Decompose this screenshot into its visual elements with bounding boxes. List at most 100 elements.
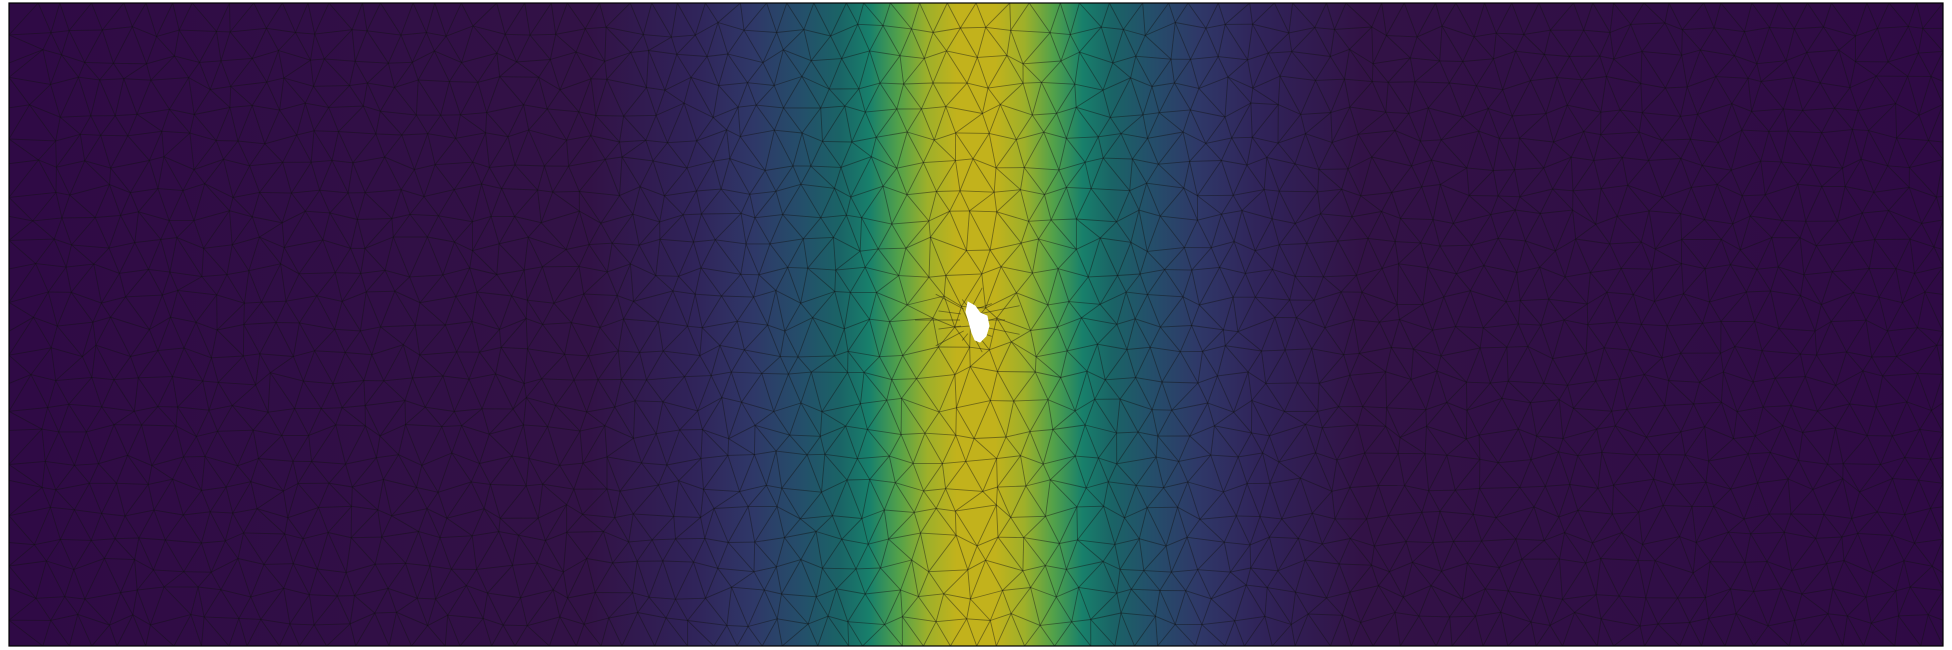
mesh-edge <box>1778 328 1801 355</box>
mesh-edge <box>1006 55 1024 84</box>
mesh-edge <box>1261 349 1286 352</box>
mesh-edge <box>1489 347 1508 384</box>
mesh-edge <box>313 130 333 161</box>
mesh-edge <box>1178 435 1191 462</box>
mesh-edge <box>1391 165 1412 193</box>
mesh-edge <box>1780 131 1789 162</box>
mesh-edge <box>676 54 692 78</box>
mesh-edge <box>418 531 431 567</box>
mesh-edge <box>857 458 871 480</box>
mesh-edge <box>1186 537 1199 570</box>
mesh-edge <box>996 292 1017 319</box>
mesh-edge <box>434 35 447 52</box>
mesh-edge <box>1668 380 1700 383</box>
mesh-edge <box>1587 321 1617 326</box>
mesh-edge <box>1189 161 1198 196</box>
mesh-edge <box>1661 139 1682 159</box>
mesh-edge <box>131 26 147 64</box>
mesh-edge <box>1680 116 1691 140</box>
mesh-edge <box>183 571 212 573</box>
mesh-edge <box>1197 351 1203 384</box>
mesh-edge <box>1010 29 1051 34</box>
mesh-edge <box>328 482 352 507</box>
mesh-edge <box>8 138 39 161</box>
mesh-edge <box>349 85 364 107</box>
mesh-edge <box>1025 479 1051 487</box>
mesh-edge <box>1241 189 1265 211</box>
mesh-edge <box>1052 410 1076 430</box>
mesh-edge <box>74 463 99 466</box>
mesh-edge <box>1466 167 1494 171</box>
mesh-edge <box>906 304 934 319</box>
mesh-edge <box>726 106 739 131</box>
mesh-edge <box>896 162 924 169</box>
mesh-edge <box>1060 370 1088 378</box>
mesh-edge <box>1202 329 1224 352</box>
mesh-edge <box>1785 52 1808 62</box>
mesh-edge <box>229 105 253 108</box>
mesh-edge <box>976 545 986 561</box>
mesh-edge <box>260 263 282 303</box>
mesh-edge <box>267 372 271 413</box>
mesh-edge <box>614 513 634 519</box>
mesh-edge <box>1076 237 1101 250</box>
mesh-edge <box>905 247 930 278</box>
mesh-edge <box>606 437 634 458</box>
mesh-edge <box>1408 81 1416 114</box>
mesh-edge <box>1174 59 1191 84</box>
mesh-edge <box>753 296 769 326</box>
mesh-edge <box>899 55 905 85</box>
mesh-edge <box>1060 350 1068 378</box>
mesh-edge <box>1606 292 1618 323</box>
mesh-edge <box>1385 111 1396 131</box>
mesh-edge <box>471 321 500 330</box>
mesh-edge <box>1681 55 1688 87</box>
mesh-edge <box>303 380 322 409</box>
mesh-edge <box>788 371 812 375</box>
mesh-edge <box>1076 218 1117 223</box>
mesh-edge <box>741 373 763 403</box>
mesh-edge <box>1321 518 1336 545</box>
mesh-edge <box>189 132 217 141</box>
mesh-edge <box>726 129 731 159</box>
mesh-edge <box>902 355 917 379</box>
mesh-edge <box>471 535 478 570</box>
mesh-edge <box>1116 221 1132 243</box>
mesh-edge <box>50 2 61 33</box>
mesh-edge <box>1362 371 1387 407</box>
mesh-edge <box>229 2 231 32</box>
mesh-edge <box>614 406 634 439</box>
mesh-edge <box>476 291 500 330</box>
mesh-edge <box>747 82 775 86</box>
mesh-edge <box>359 291 367 331</box>
mesh-edge <box>1545 484 1570 487</box>
mesh-edge <box>1158 131 1184 165</box>
mesh-edge <box>835 250 861 271</box>
mesh-edge <box>1805 186 1823 222</box>
mesh-edge <box>1336 424 1358 461</box>
mesh-edge <box>1816 321 1832 356</box>
mesh-edge <box>743 29 764 63</box>
mesh-edge <box>1456 273 1471 291</box>
mesh-edge <box>1385 425 1401 438</box>
mesh-edge <box>1281 477 1301 520</box>
mesh-edge <box>822 539 843 569</box>
mesh-edge <box>1909 167 1937 198</box>
mesh-edge <box>728 438 755 455</box>
mesh-edge <box>283 59 311 79</box>
mesh-edge <box>1207 402 1234 413</box>
mesh-edge <box>8 317 34 356</box>
mesh-edge <box>1802 82 1821 111</box>
mesh-edge <box>764 130 775 171</box>
mesh-edge <box>1498 138 1516 170</box>
mesh-edge <box>1466 410 1480 436</box>
mesh-edge <box>1020 189 1045 196</box>
mesh-edge <box>193 210 230 222</box>
mesh-edge <box>1094 399 1117 434</box>
mesh-edge <box>1697 76 1717 115</box>
mesh-edge <box>1349 353 1360 376</box>
mesh-edge <box>201 486 227 491</box>
mesh-edge <box>419 351 457 356</box>
mesh-edge <box>999 82 1024 105</box>
mesh-edge <box>1329 29 1335 57</box>
